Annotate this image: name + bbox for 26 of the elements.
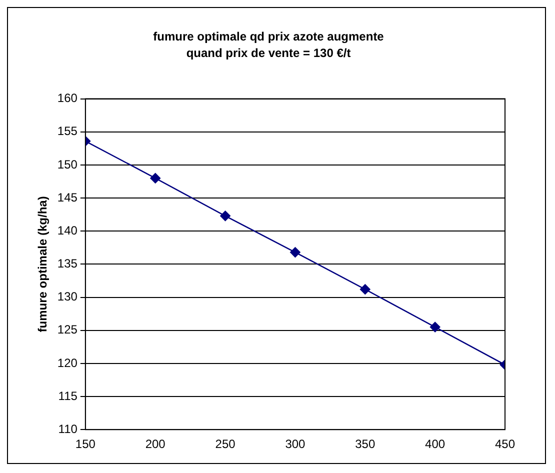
x-tick-label: 200 [145,437,166,452]
y-tick-label: 120 [57,356,78,370]
y-tick-label: 130 [57,290,78,304]
x-tick-label: 150 [75,437,96,452]
x-tick-label: 300 [285,437,306,452]
y-tick-label: 150 [57,157,78,172]
x-tick-label: 250 [215,437,236,452]
y-tick-label: 125 [57,322,78,337]
y-axis-title: fumure optimale (kg/ha) [36,196,50,332]
chart-title: fumure optimale qd prix azote augmente [153,30,384,44]
y-tick-label: 160 [57,91,78,106]
x-tick-label: 400 [425,437,446,452]
y-tick-label: 110 [58,422,78,436]
point [360,284,370,294]
point [150,173,160,184]
y-tick-label: 135 [57,256,78,271]
y-tick-label: 115 [58,388,78,403]
y-tick-label: 140 [57,223,78,238]
chart-subtitle: quand prix de vente = 130 €/t [186,46,351,60]
point [290,247,300,258]
point [430,322,440,332]
point [220,210,230,222]
y-tick-label: 155 [57,124,78,138]
x-tick-label: 450 [494,437,516,452]
y-tick-label: 145 [57,190,78,204]
x-tick-label: 350 [355,437,376,452]
